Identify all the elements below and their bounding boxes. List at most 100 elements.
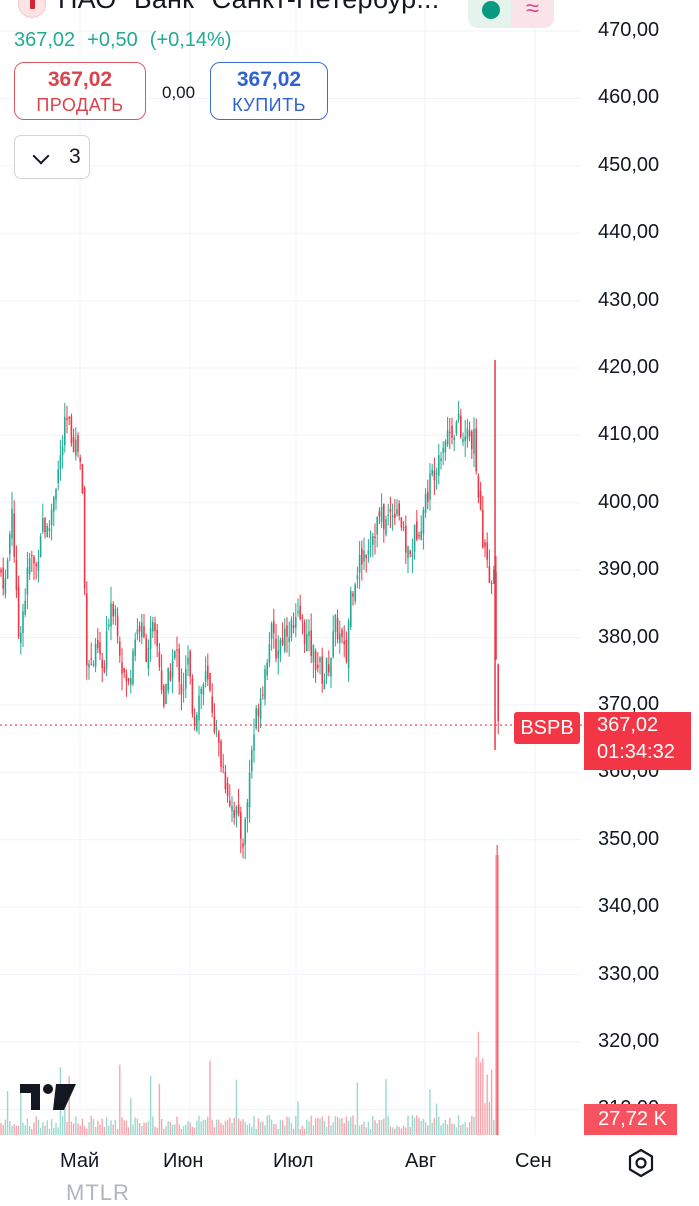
volume-bar [222, 1124, 224, 1135]
candle-body [330, 657, 332, 677]
candle-body [105, 631, 108, 669]
volume-bar [149, 1075, 152, 1135]
volume-bar [94, 1126, 97, 1135]
candle-body [6, 560, 9, 579]
market-status-pill[interactable]: ≈ [468, 0, 554, 28]
buy-price: 367,02 [236, 68, 302, 91]
volume-bar [416, 1115, 418, 1135]
volume-bar [33, 1122, 35, 1135]
sell-button[interactable]: 367,02 ПРОДАТЬ [14, 62, 146, 120]
candle-body [420, 530, 422, 541]
volume-bar [114, 1119, 117, 1135]
volume-badge: 27,72 K [584, 1104, 677, 1135]
volume-bar [127, 1127, 130, 1135]
candle-body [488, 566, 491, 583]
y-tick-label: 350,00 [598, 827, 660, 850]
candle-body [110, 603, 112, 627]
candle-body [378, 511, 381, 517]
volume-bar [438, 1116, 440, 1135]
volume-bar [288, 1117, 290, 1135]
y-tick-label: 470,00 [598, 19, 660, 41]
indicators-toggle-button[interactable]: 3 [14, 135, 90, 179]
volume-bar [270, 1119, 273, 1135]
candle-body [336, 617, 339, 640]
volume-bar [475, 1056, 477, 1135]
volume-bar [75, 1116, 77, 1135]
volume-bar [165, 1126, 167, 1135]
candle-body [264, 669, 266, 700]
candle-body [61, 447, 64, 456]
volume-bar [235, 1079, 238, 1135]
quote-summary: 367,02 +0,50 (+0,14%) [14, 29, 244, 52]
candle-body [255, 708, 257, 728]
volume-bar [108, 1125, 110, 1135]
volume-bar [35, 1116, 37, 1135]
candle-body [473, 428, 475, 454]
candle-body [33, 556, 35, 564]
candle-body [422, 510, 425, 534]
volume-bar [244, 1121, 246, 1135]
candle-body [218, 732, 220, 743]
symbol-header[interactable]: ПАО "Банк "Санкт-Петербур... [0, 0, 560, 24]
candle-body [231, 806, 233, 812]
last-price: 367,02 [14, 29, 76, 51]
candle-body [486, 542, 488, 560]
volume-bar [262, 1121, 264, 1135]
candle-body [266, 662, 268, 676]
candle-body [332, 631, 334, 657]
volume-bar [455, 1127, 458, 1135]
y-tick-label: 370,00 [598, 693, 660, 715]
candle-body [152, 621, 154, 632]
candle-body [88, 663, 90, 668]
volume-bar [156, 1127, 158, 1135]
volume-bar [468, 1122, 471, 1135]
candle-body [277, 650, 279, 659]
volume-bar [427, 1125, 429, 1135]
volume-bar [496, 845, 498, 1135]
volume-bar [493, 1120, 495, 1135]
volume-bar [372, 1116, 374, 1135]
volume-bar [422, 1119, 425, 1135]
volume-bar [424, 1122, 427, 1135]
buy-button[interactable]: 367,02 КУПИТЬ [210, 62, 328, 120]
candle-body [429, 473, 431, 500]
candle-body [55, 488, 57, 500]
candle-body [112, 603, 114, 617]
candle-body [145, 638, 147, 663]
candle-body [229, 800, 231, 807]
candle-body [92, 663, 95, 665]
volume-bar [178, 1124, 180, 1135]
candle-body [374, 536, 376, 539]
volume-bar [374, 1120, 376, 1135]
chart-settings-icon[interactable] [626, 1148, 656, 1178]
volume-bar [281, 1120, 284, 1135]
candle-body [0, 569, 2, 573]
volume-bar [471, 1115, 473, 1135]
x-tick-label: Авг [405, 1150, 437, 1172]
candle-body [376, 516, 378, 535]
candle-body [301, 617, 304, 619]
candle-body [116, 615, 119, 636]
candle-body [257, 708, 260, 717]
volume-bar [486, 1074, 488, 1135]
volume-bar [125, 1120, 128, 1135]
candle-body [495, 571, 497, 660]
candle-body [79, 457, 81, 462]
volume-bar [317, 1117, 319, 1135]
volume-bar [103, 1127, 106, 1135]
volume-bar [39, 1127, 42, 1135]
y-tick-label: 420,00 [598, 356, 660, 378]
y-tick-label: 460,00 [598, 86, 660, 109]
y-tick-label: 400,00 [598, 490, 660, 513]
volume-bar [233, 1117, 235, 1135]
candle-body [295, 617, 297, 628]
volume-bar [433, 1117, 436, 1135]
sell-price: 367,02 [47, 68, 113, 91]
candle-body [72, 437, 75, 452]
candle-body [365, 554, 367, 558]
volume-bar [86, 1128, 88, 1135]
candle-body [90, 658, 92, 660]
wave-icon: ≈ [511, 0, 554, 28]
volume-bar [9, 1121, 11, 1135]
